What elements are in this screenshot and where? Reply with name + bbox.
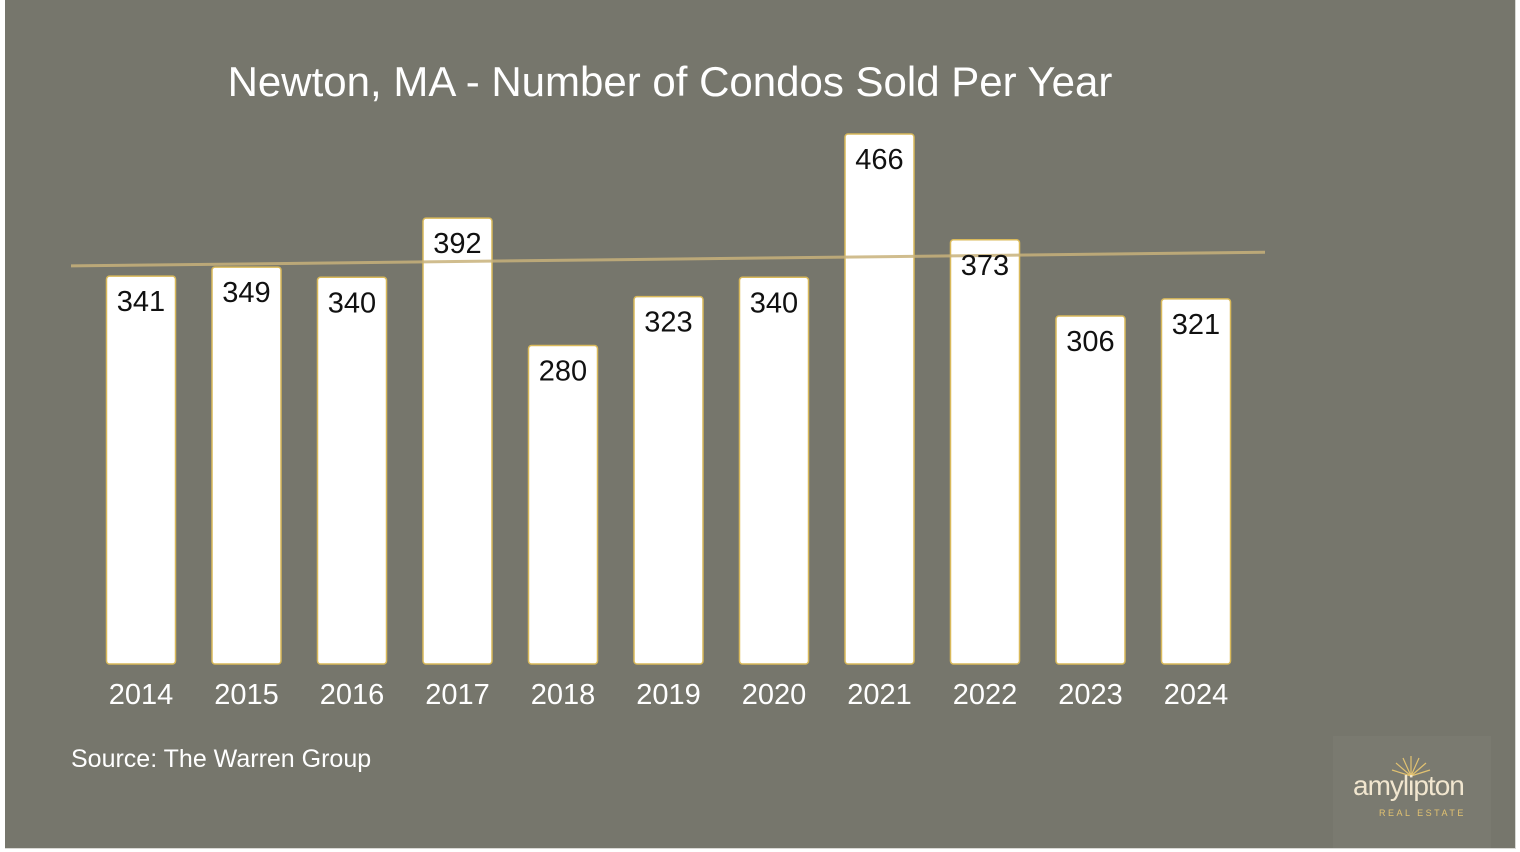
x-tick-label-2020: 2020 (742, 679, 807, 711)
bars-layer (105, 133, 1232, 665)
bar-2018 (527, 344, 599, 665)
data-label-2020: 340 (750, 287, 798, 319)
bar-2014 (105, 275, 177, 665)
data-label-2015: 349 (222, 277, 270, 309)
labels-layer: 341 349 340 392 280 323 340 466 373 306 321 (117, 144, 1220, 388)
x-tick-label-2015: 2015 (214, 679, 279, 711)
data-label-2016: 340 (328, 287, 376, 319)
trendline (70, 250, 1266, 268)
logo-subtitle: REAL ESTATE (1379, 808, 1466, 818)
data-label-2014: 341 (117, 286, 165, 318)
x-tick-label-2014: 2014 (109, 679, 174, 711)
data-label-2023: 306 (1066, 326, 1114, 358)
x-tick-label-2023: 2023 (1058, 679, 1123, 711)
x-tick-label-2016: 2016 (320, 679, 385, 711)
x-tick-label-2019: 2019 (636, 679, 701, 711)
x-tick-label-2017: 2017 (425, 679, 490, 711)
x-tick-label-2022: 2022 (953, 679, 1018, 711)
bar-2019 (633, 295, 704, 665)
data-label-2018: 280 (539, 356, 587, 388)
data-label-2019: 323 (644, 307, 692, 339)
x-axis-ticks: 2014 2015 2016 2017 2018 2019 2020 2021 2022 2023… (109, 679, 1229, 711)
x-tick-label-2024: 2024 (1164, 679, 1229, 711)
logo-wordmark: amylipton (1353, 770, 1465, 801)
bar-2024 (1160, 298, 1232, 665)
sunburst-icon (1391, 756, 1431, 777)
data-label-2017: 392 (433, 228, 481, 260)
data-label-2022: 373 (961, 250, 1009, 282)
bar-2023 (1055, 315, 1126, 665)
data-label-2024: 321 (1172, 309, 1220, 341)
bar-2021 (844, 133, 915, 665)
chart-title: Newton, MA - Number of Condos Sold Per Y… (227, 58, 1113, 105)
data-label-2021: 466 (855, 144, 903, 176)
bar-2022 (949, 239, 1021, 665)
source-note: Source: The Warren Group (71, 745, 372, 773)
bar-2016 (316, 276, 388, 665)
x-tick-label-2021: 2021 (847, 679, 912, 711)
x-tick-label-2018: 2018 (531, 679, 596, 711)
bar-2020 (738, 276, 810, 665)
chart-slide: Newton, MA - Number of Condos Sold Per Y… (5, 0, 1516, 849)
company-logo: amylipton REAL ESTATE (1333, 736, 1491, 848)
bar-2017 (422, 217, 493, 665)
bar-2015 (211, 266, 282, 665)
